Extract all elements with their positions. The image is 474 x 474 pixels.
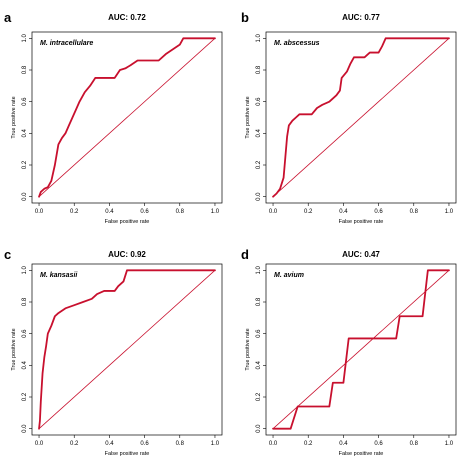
y-tick-label: 0.4 (256, 361, 262, 370)
roc-panel-b: b AUC: 0.77 0.0 0.2 0.4 0.6 0.8 1.0 0.0 0.2 0.4 0.6… (241, 10, 457, 225)
panel-letter: a (4, 10, 12, 25)
y-tick-label: 1.0 (256, 34, 262, 43)
y-tick-label: 0.8 (256, 297, 262, 306)
roc-curve (38, 269, 216, 430)
legend-label: M. avium (274, 272, 304, 279)
x-tick-label: 0.4 (339, 209, 348, 215)
plot-frame (265, 263, 457, 436)
legend-label: M. intracellulare (40, 40, 93, 47)
panel-letter: c (4, 247, 11, 262)
y-axis-label: True positive rate (245, 96, 251, 138)
diagonal-reference-line (38, 270, 216, 429)
y-tick-label: 0.2 (256, 392, 262, 401)
x-tick-label: 1.0 (211, 441, 220, 447)
x-tick-label: 0.0 (269, 441, 278, 447)
x-tick-label: 0.2 (304, 209, 313, 215)
x-tick-label: 0.0 (35, 209, 44, 215)
x-axis-label: False positive rate (339, 451, 384, 457)
y-tick-label: 0.8 (256, 65, 262, 74)
x-tick-label: 1.0 (445, 441, 454, 447)
auc-title: AUC: 0.72 (108, 13, 146, 22)
legend-label: M. abscessus (274, 40, 320, 47)
x-tick-label: 0.6 (140, 209, 149, 215)
auc-title: AUC: 0.47 (342, 250, 380, 259)
x-tick-label: 0.0 (35, 441, 44, 447)
roc-curve (272, 37, 450, 198)
x-tick-label: 0.4 (105, 441, 114, 447)
panel-letter: d (241, 247, 249, 262)
x-tick-label: 0.4 (105, 209, 114, 215)
roc-panel-a: a AUC: 0.72 0.0 0.2 0.4 0.6 0.8 1.0 0.0 0.2 0.4 0.6… (4, 10, 223, 225)
x-tick-label: 0.6 (374, 209, 383, 215)
diagonal-reference-line (272, 270, 450, 429)
x-axis-label: False positive rate (105, 451, 150, 457)
y-tick-label: 0.0 (256, 424, 262, 433)
x-axis-label: False positive rate (105, 219, 150, 225)
y-axis-label: True positive rate (11, 328, 17, 370)
auc-title: AUC: 0.77 (342, 13, 380, 22)
y-tick-label: 0.6 (22, 329, 28, 338)
panel-letter: b (241, 10, 249, 25)
auc-title: AUC: 0.92 (108, 250, 146, 259)
y-tick-label: 0.4 (22, 361, 28, 370)
roc-panel-c: c AUC: 0.92 0.0 0.2 0.4 0.6 0.8 1.0 0.0 0.2 0.4 0.6… (4, 247, 223, 457)
y-tick-label: 0.2 (22, 392, 28, 401)
y-tick-label: 0.8 (22, 297, 28, 306)
x-tick-label: 0.8 (410, 441, 419, 447)
plot-frame (31, 263, 223, 436)
y-tick-label: 0.0 (22, 192, 28, 201)
plot-frame (31, 31, 223, 204)
x-tick-label: 0.0 (269, 209, 278, 215)
diagonal-reference-line (38, 38, 216, 197)
x-tick-label: 0.4 (339, 441, 348, 447)
y-tick-label: 1.0 (22, 266, 28, 275)
y-tick-label: 0.2 (22, 160, 28, 169)
roc-panel-d: d AUC: 0.47 0.0 0.2 0.4 0.6 0.8 1.0 0.0 0.2 0.4 0.6… (241, 247, 457, 457)
y-tick-label: 0.6 (256, 97, 262, 106)
x-tick-label: 1.0 (445, 209, 454, 215)
y-tick-label: 1.0 (256, 266, 262, 275)
x-tick-label: 0.6 (374, 441, 383, 447)
x-tick-label: 0.6 (140, 441, 149, 447)
y-tick-label: 0.8 (22, 65, 28, 74)
y-tick-label: 0.0 (22, 424, 28, 433)
y-tick-label: 0.4 (256, 129, 262, 138)
legend-label: M. kansasii (40, 272, 78, 279)
x-tick-label: 0.8 (410, 209, 419, 215)
roc-curve (272, 269, 450, 430)
x-tick-label: 0.2 (70, 441, 79, 447)
diagonal-reference-line (272, 38, 450, 197)
y-tick-label: 0.6 (256, 329, 262, 338)
roc-curve (38, 37, 216, 198)
y-tick-label: 0.6 (22, 97, 28, 106)
y-tick-label: 1.0 (22, 34, 28, 43)
y-axis-label: True positive rate (245, 328, 251, 370)
plot-frame (265, 31, 457, 204)
x-tick-label: 0.2 (304, 441, 313, 447)
x-axis-label: False positive rate (339, 219, 384, 225)
y-tick-label: 0.2 (256, 160, 262, 169)
x-tick-label: 0.2 (70, 209, 79, 215)
y-tick-label: 0.4 (22, 129, 28, 138)
y-tick-label: 0.0 (256, 192, 262, 201)
x-tick-label: 0.8 (176, 209, 185, 215)
x-tick-label: 1.0 (211, 209, 220, 215)
y-axis-label: True positive rate (11, 96, 17, 138)
x-tick-label: 0.8 (176, 441, 185, 447)
